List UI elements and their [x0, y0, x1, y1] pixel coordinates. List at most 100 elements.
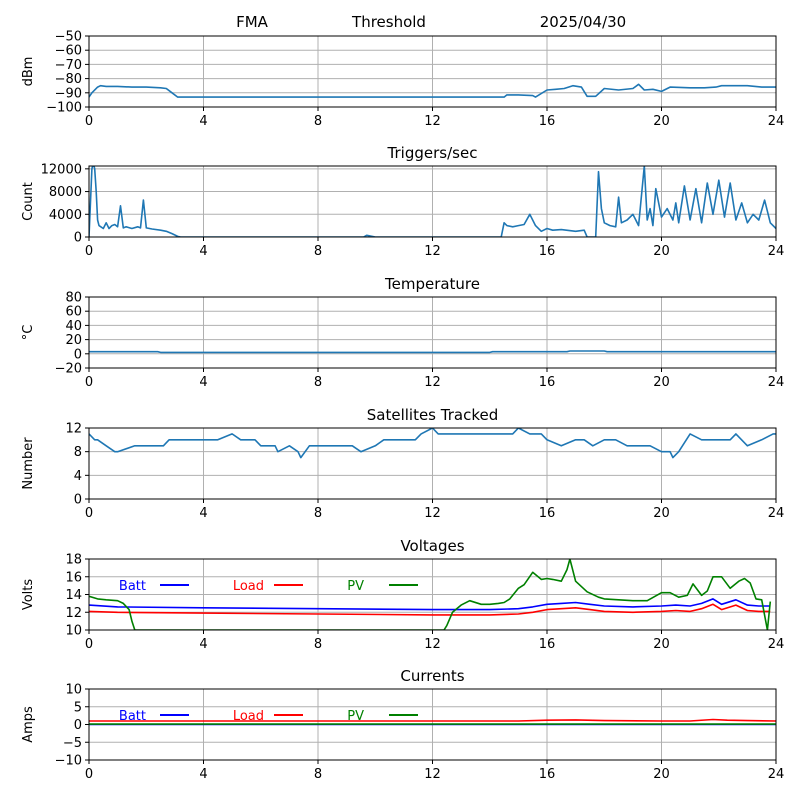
x-tick-label: 24 — [768, 767, 785, 782]
x-tick-label: 12 — [424, 114, 441, 129]
x-tick-label: 24 — [768, 506, 785, 521]
batt-series-line — [89, 598, 771, 611]
x-tick-label: 20 — [653, 506, 670, 521]
x-tick-label: 0 — [85, 637, 93, 652]
x-tick-label: 20 — [653, 375, 670, 390]
x-tick-label: 8 — [314, 375, 322, 390]
y-tick-label: −100 — [46, 101, 82, 116]
y-tick-label: 12 — [65, 606, 82, 621]
x-tick-label: 0 — [85, 506, 93, 521]
x-tick-label: 8 — [314, 114, 322, 129]
y-tick-label: 4000 — [49, 208, 82, 223]
y-tick-label: 0 — [74, 347, 82, 362]
x-tick-label: 20 — [653, 114, 670, 129]
x-tick-label: 0 — [85, 114, 93, 129]
y-tick-label: 0 — [74, 493, 82, 508]
y-tick-label: −60 — [55, 44, 82, 59]
x-tick-label: 0 — [85, 375, 93, 390]
legend-label: PV — [347, 579, 364, 594]
y-tick-label: −90 — [55, 86, 82, 101]
x-tick-label: 0 — [85, 767, 93, 782]
x-tick-label: 24 — [768, 244, 785, 259]
x-tick-label: 12 — [424, 767, 441, 782]
panel-title: Temperature — [384, 275, 480, 293]
x-tick-label: 4 — [199, 114, 207, 129]
x-tick-label: 16 — [539, 767, 556, 782]
x-tick-label: 12 — [424, 506, 441, 521]
header-left-text: FMA — [236, 13, 269, 31]
y-tick-label: 20 — [65, 333, 82, 348]
panel-title: Triggers/sec — [387, 144, 478, 162]
y-tick-label: −5 — [63, 736, 82, 751]
panel-title: Satellites Tracked — [367, 406, 498, 424]
y-tick-label: 0 — [74, 231, 82, 246]
y-axis-label: Amps — [21, 706, 36, 743]
legend-label: Load — [233, 579, 264, 594]
x-tick-label: 4 — [199, 767, 207, 782]
x-tick-label: 12 — [424, 637, 441, 652]
legend-label: Batt — [119, 579, 146, 594]
x-tick-label: 8 — [314, 506, 322, 521]
y-tick-label: 5 — [74, 700, 82, 715]
y-tick-label: 40 — [65, 319, 82, 334]
load-series-line — [89, 718, 776, 722]
x-tick-label: 4 — [199, 637, 207, 652]
y-tick-label: 16 — [65, 570, 82, 585]
x-tick-label: 12 — [424, 244, 441, 259]
y-tick-label: 8000 — [49, 185, 82, 200]
x-tick-label: 8 — [314, 767, 322, 782]
x-tick-label: 20 — [653, 637, 670, 652]
legend-label: PV — [347, 709, 364, 724]
x-tick-label: 16 — [539, 114, 556, 129]
y-tick-label: −80 — [55, 72, 82, 87]
x-tick-label: 24 — [768, 114, 785, 129]
x-tick-label: 20 — [653, 767, 670, 782]
load-series-line — [89, 603, 771, 616]
y-tick-label: −50 — [55, 30, 82, 45]
y-tick-label: 12000 — [41, 162, 82, 177]
y-tick-label: 4 — [74, 469, 82, 484]
panel-1: 0 4 8 12 16 20 24 −100−90−80−70−60−50 dBm — [21, 30, 784, 130]
legend-label: Load — [233, 709, 264, 724]
panel-5: 0 4 8 12 16 20 24 10 12 14 16 18 Voltages Volts Batt Lo… — [21, 537, 784, 652]
y-tick-label: −70 — [55, 58, 82, 73]
pv-series-line — [89, 559, 772, 630]
panel-title: Currents — [400, 667, 464, 685]
x-tick-label: 16 — [539, 637, 556, 652]
y-axis-label: Count — [21, 182, 36, 221]
x-tick-label: 24 — [768, 637, 785, 652]
x-tick-label: 4 — [199, 375, 207, 390]
y-tick-label: 12 — [65, 422, 82, 437]
y-tick-label: 18 — [65, 553, 82, 568]
y-axis-label: °C — [21, 325, 36, 341]
header-right-text: 2025/04/30 — [540, 13, 626, 31]
panel-2: 0 4 8 12 16 20 24 0 4000 8000 12000 Triggers/sec Cou… — [21, 144, 784, 259]
x-tick-label: 8 — [314, 244, 322, 259]
y-axis-label: Volts — [21, 579, 36, 611]
y-tick-label: 0 — [74, 718, 82, 733]
x-tick-label: 12 — [424, 375, 441, 390]
legend-label: Batt — [119, 709, 146, 724]
y-tick-label: 10 — [65, 624, 82, 639]
panel-6: 0 4 8 12 16 20 24 −10 −5 0 5 10 Currents Amps Batt Load… — [21, 667, 784, 782]
x-tick-label: 8 — [314, 637, 322, 652]
x-tick-label: 16 — [539, 375, 556, 390]
y-tick-label: 80 — [65, 291, 82, 306]
y-tick-label: 8 — [74, 445, 82, 460]
header-middle-text: Threshold — [351, 13, 426, 31]
x-tick-label: 16 — [539, 506, 556, 521]
y-tick-label: −20 — [55, 362, 82, 377]
x-tick-label: 16 — [539, 244, 556, 259]
y-axis-label: dBm — [21, 57, 36, 87]
y-axis-label: Number — [21, 437, 36, 490]
x-tick-label: 4 — [199, 244, 207, 259]
x-tick-label: 20 — [653, 244, 670, 259]
panel-4: 0 4 8 12 16 20 24 0 4 8 12 Satellites Tracked Number — [21, 406, 784, 521]
y-tick-label: 10 — [65, 683, 82, 698]
x-tick-label: 24 — [768, 375, 785, 390]
series-line — [89, 166, 776, 237]
x-tick-label: 4 — [199, 506, 207, 521]
y-tick-label: −10 — [55, 754, 82, 769]
